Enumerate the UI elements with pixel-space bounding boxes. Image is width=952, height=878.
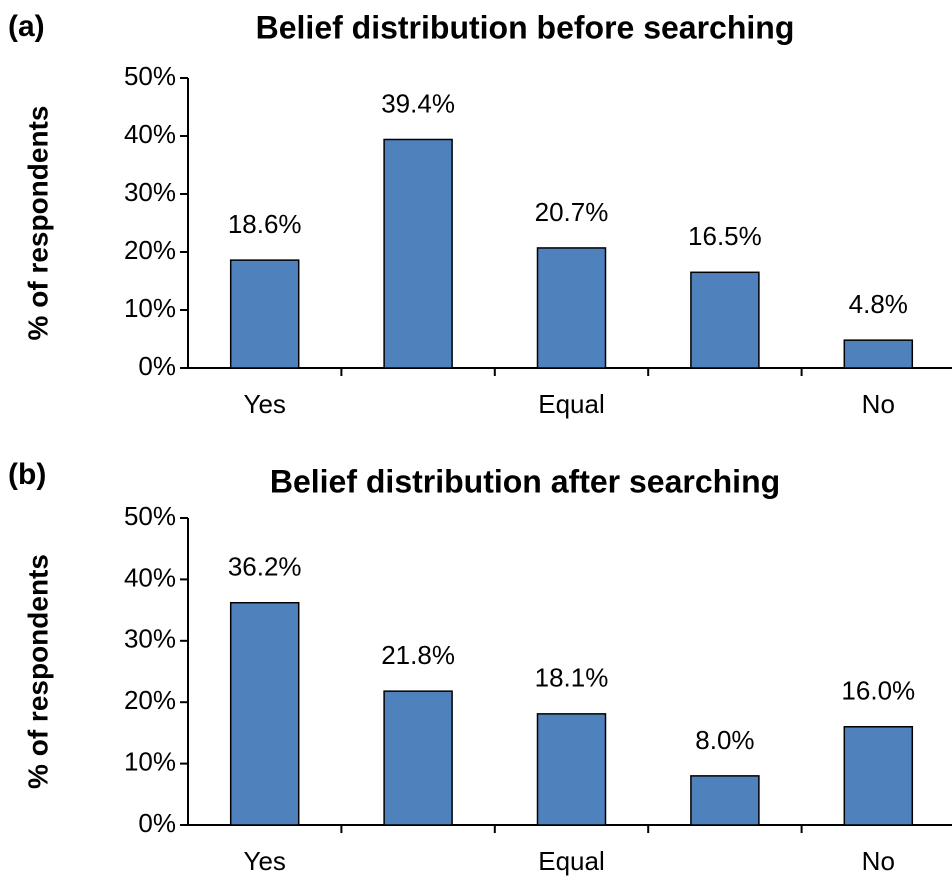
bar xyxy=(843,726,914,826)
bar xyxy=(843,339,914,369)
y-axis-title: % of respondents xyxy=(22,106,53,341)
y-tick-label: 20% xyxy=(124,685,176,715)
panel-label: (b) xyxy=(8,458,46,491)
x-tick-label: Yes xyxy=(243,389,285,419)
y-tick-label: 40% xyxy=(124,119,176,149)
panel-label: (a) xyxy=(8,10,45,43)
bar xyxy=(229,601,300,826)
y-axis-title: % of respondents xyxy=(22,554,53,789)
chart-title: Belief distribution after searching xyxy=(270,463,780,499)
bar xyxy=(690,271,760,369)
y-tick-label: 50% xyxy=(124,61,176,91)
bar xyxy=(690,775,760,826)
data-label: 8.0% xyxy=(695,725,754,755)
y-tick-label: 40% xyxy=(124,562,176,592)
data-label: 4.8% xyxy=(849,289,908,319)
data-label: 16.5% xyxy=(688,221,762,251)
data-label: 39.4% xyxy=(381,88,455,118)
bar xyxy=(229,259,300,369)
x-tick-label: No xyxy=(862,846,895,876)
bar xyxy=(536,247,607,369)
bar xyxy=(383,138,453,369)
x-tick-label: Equal xyxy=(538,846,605,876)
y-tick-label: 0% xyxy=(138,351,176,381)
data-label: 21.8% xyxy=(381,640,455,670)
data-label: 20.7% xyxy=(535,197,609,227)
x-tick-label: Equal xyxy=(538,389,605,419)
y-tick-label: 10% xyxy=(124,746,176,776)
y-tick-label: 50% xyxy=(124,501,176,531)
bar xyxy=(383,690,453,826)
chart-title: Belief distribution before searching xyxy=(256,9,795,45)
bar xyxy=(536,713,607,826)
y-tick-label: 30% xyxy=(124,624,176,654)
y-tick-label: 30% xyxy=(124,177,176,207)
data-label: 16.0% xyxy=(841,676,915,706)
x-tick-label: Yes xyxy=(243,846,285,876)
y-tick-label: 0% xyxy=(138,808,176,838)
x-tick-label: No xyxy=(862,389,895,419)
data-label: 18.1% xyxy=(535,663,609,693)
y-tick-label: 20% xyxy=(124,235,176,265)
data-label: 36.2% xyxy=(228,552,302,582)
y-tick-label: 10% xyxy=(124,293,176,323)
data-label: 18.6% xyxy=(228,209,302,239)
